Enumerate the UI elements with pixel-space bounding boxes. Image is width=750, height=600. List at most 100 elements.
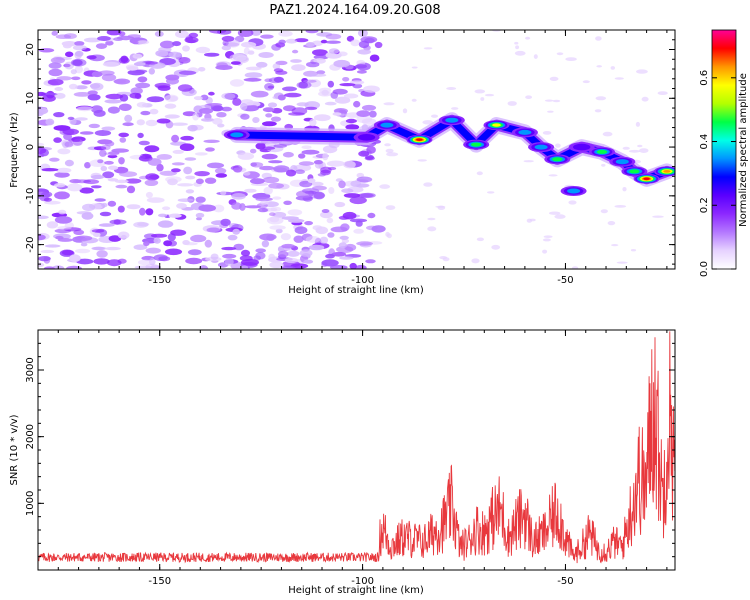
noise-blob <box>339 235 349 240</box>
noise-blob <box>244 72 263 78</box>
noise-blob <box>284 257 299 263</box>
noise-blob <box>76 106 93 112</box>
noise-blob <box>358 150 370 157</box>
noise-blob <box>72 45 87 51</box>
noise-blob <box>216 112 227 118</box>
noise-blob <box>101 126 116 131</box>
colorbar-tick-label: 0.0 <box>699 261 710 277</box>
noise-blob <box>321 209 330 213</box>
noise-blob <box>602 131 613 137</box>
noise-blob <box>308 244 325 251</box>
noise-blob <box>192 112 200 121</box>
noise-blob <box>286 250 300 257</box>
noise-blob <box>74 50 84 57</box>
noise-blob <box>285 38 298 44</box>
noise-blob <box>548 174 558 177</box>
noise-blob <box>321 259 339 267</box>
noise-blob <box>107 200 117 207</box>
noise-blob <box>87 94 101 101</box>
noise-blob <box>80 242 88 247</box>
snr-x-axis-label: Height of straight line (km) <box>288 585 424 596</box>
noise-blob <box>349 262 357 269</box>
noise-blob <box>75 117 88 121</box>
y-tick-label: 10 <box>25 92 36 105</box>
noise-blob <box>118 31 126 37</box>
noise-blob <box>48 62 62 69</box>
noise-blob <box>132 53 143 59</box>
noise-blob <box>153 237 161 244</box>
noise-blob <box>73 92 91 97</box>
noise-blob <box>309 118 317 127</box>
noise-blob <box>115 184 128 189</box>
spectrogram-y-axis-label: Frequency (Hz) <box>9 112 20 188</box>
noise-blob <box>272 196 282 200</box>
noise-blob <box>179 143 195 151</box>
noise-blob <box>92 246 105 251</box>
noise-blob <box>57 148 71 155</box>
noise-blob <box>275 70 288 75</box>
noise-blob <box>50 57 65 64</box>
noise-blob <box>148 68 155 75</box>
noise-blob <box>312 49 328 56</box>
noise-blob <box>270 206 282 212</box>
noise-blob <box>162 206 171 211</box>
spectrogram-y-axis: -20 -10 0 10 20 <box>25 29 675 265</box>
noise-blob <box>298 161 315 166</box>
noise-blob <box>230 61 241 65</box>
noise-blob <box>278 250 289 258</box>
noise-blob <box>204 239 212 248</box>
noise-blob <box>423 182 433 187</box>
noise-blob <box>526 218 533 223</box>
noise-blob <box>341 188 354 193</box>
noise-blob <box>101 144 111 151</box>
noise-blob <box>319 236 329 244</box>
ridge-band <box>233 116 671 183</box>
y-tick-label: 0 <box>25 144 36 150</box>
noise-blob <box>487 191 495 194</box>
noise-blob <box>172 149 184 154</box>
noise-blob <box>66 183 83 192</box>
noise-blob <box>363 85 380 93</box>
noise-blob <box>220 190 227 196</box>
spectrogram-x-axis: -150 -100 -50 <box>57 30 668 286</box>
noise-blob <box>117 258 127 264</box>
y-tick-label: -20 <box>25 236 36 252</box>
noise-blob <box>204 177 217 184</box>
noise-blob <box>137 132 144 139</box>
noise-blob <box>284 92 302 98</box>
noise-blob <box>209 30 227 34</box>
noise-blob <box>451 107 459 110</box>
noise-blob <box>507 101 517 106</box>
noise-blob <box>303 79 317 83</box>
noise-blob <box>70 58 87 67</box>
noise-blob <box>156 118 171 124</box>
noise-blob <box>137 259 153 266</box>
noise-blob <box>204 52 220 57</box>
noise-blob <box>259 200 269 205</box>
noise-blob <box>177 84 193 92</box>
noise-blob <box>195 46 211 54</box>
noise-blob <box>199 265 208 269</box>
noise-blob <box>130 87 143 95</box>
noise-blob <box>630 249 637 252</box>
noise-blob <box>542 238 551 242</box>
noise-blob <box>301 145 312 149</box>
noise-blob <box>57 226 72 230</box>
noise-blob <box>269 261 284 269</box>
noise-blob <box>339 256 354 260</box>
noise-blob <box>43 266 55 269</box>
noise-blob <box>164 114 180 119</box>
noise-blob <box>292 49 299 54</box>
noise-blob <box>294 38 309 43</box>
ridge-peak <box>663 170 671 173</box>
noise-blob <box>119 171 138 178</box>
noise-blob <box>140 110 151 116</box>
noise-blob <box>324 101 337 106</box>
noise-blob <box>431 114 438 118</box>
noise-blob <box>262 107 275 113</box>
noise-blob <box>356 176 373 183</box>
noise-blob <box>259 233 277 241</box>
noise-blob <box>74 235 93 241</box>
noise-blob <box>90 174 105 180</box>
noise-blob <box>172 41 182 47</box>
